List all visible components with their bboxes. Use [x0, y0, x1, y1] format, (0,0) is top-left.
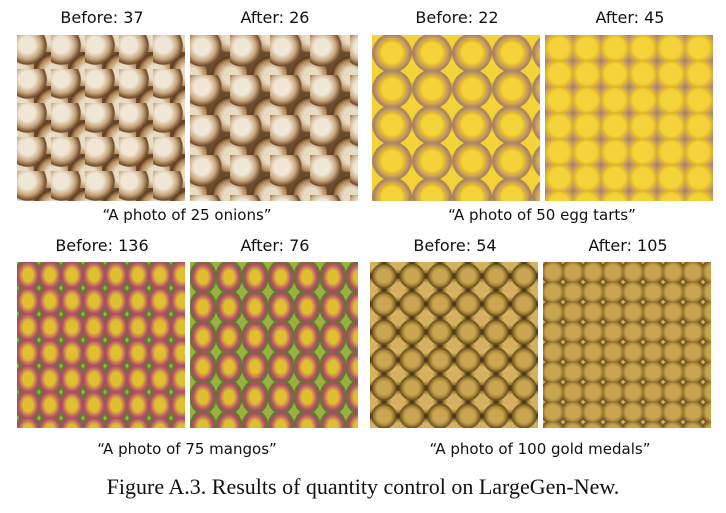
- figure-caption: Figure A.3. Results of quantity control …: [106, 474, 620, 499]
- before-count-label: Before: 54: [413, 236, 497, 255]
- after-count-label: After: 105: [588, 236, 668, 255]
- mangos-before-image: [17, 262, 185, 428]
- prompt-caption: “A photo of 50 egg tarts”: [448, 206, 636, 224]
- prompt-caption: “A photo of 100 gold medals”: [429, 440, 651, 458]
- onions-before-image: [17, 35, 185, 201]
- mangos-after-image: [190, 262, 358, 428]
- egg-tarts-after-image: [545, 35, 713, 201]
- before-count-label: Before: 22: [415, 8, 499, 27]
- gold-medals-after-image: [543, 262, 711, 428]
- egg-tarts-before-image: [372, 35, 540, 201]
- gold-medals-before-image: [370, 262, 538, 428]
- before-count-label: Before: 136: [55, 236, 149, 255]
- prompt-caption: “A photo of 25 onions”: [102, 206, 272, 224]
- after-count-label: After: 26: [240, 8, 310, 27]
- prompt-caption: “A photo of 75 mangos”: [97, 440, 277, 458]
- after-count-label: After: 45: [595, 8, 665, 27]
- before-count-label: Before: 37: [60, 8, 144, 27]
- after-count-label: After: 76: [240, 236, 310, 255]
- onions-after-image: [190, 35, 358, 201]
